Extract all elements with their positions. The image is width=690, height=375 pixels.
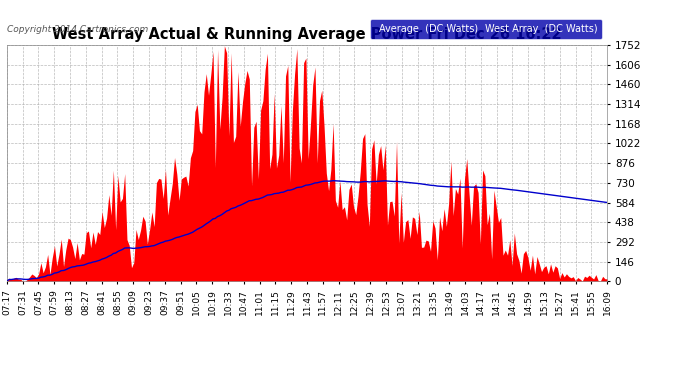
Legend: Average  (DC Watts), West Array  (DC Watts): Average (DC Watts), West Array (DC Watts…: [370, 19, 602, 39]
Title: West Array Actual & Running Average Power Fri Dec 26 16:22: West Array Actual & Running Average Powe…: [52, 27, 562, 42]
Text: Copyright 2014 Cartronics.com: Copyright 2014 Cartronics.com: [7, 25, 148, 34]
